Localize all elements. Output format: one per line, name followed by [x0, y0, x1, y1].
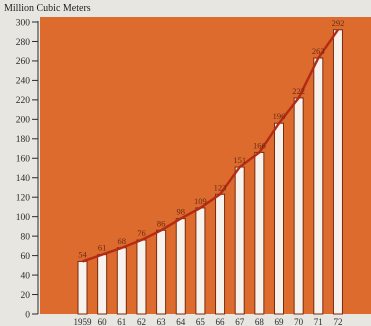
x-tick-label: 64	[176, 317, 186, 326]
data-label: 292	[332, 18, 345, 28]
bar	[332, 29, 343, 315]
bar	[175, 218, 186, 315]
data-label: 98	[177, 207, 186, 217]
data-label: 86	[157, 218, 166, 228]
bar	[136, 239, 147, 315]
bar	[254, 151, 265, 315]
bar	[215, 193, 226, 315]
bar	[116, 247, 127, 315]
y-tick-label: 200	[16, 116, 31, 126]
bar	[195, 207, 206, 315]
bar	[313, 57, 324, 315]
bar	[274, 122, 284, 315]
data-label: 123	[214, 182, 227, 192]
x-axis-labels: 1959 60 61 62 63 64 65 66 67 68 69 70 71 72	[74, 317, 343, 326]
y-tick-label: 260	[16, 57, 31, 67]
y-axis-ticks: 0 20 40 60 80 100 120 140 160 180 200 220 240 260 280 3…	[16, 18, 38, 320]
y-tick-label: 0	[25, 310, 30, 320]
x-tick-label: 65	[196, 317, 206, 326]
trend-line	[82, 29, 339, 263]
bar	[156, 229, 167, 315]
data-label: 76	[137, 228, 146, 238]
x-tick-label: 70	[294, 317, 304, 326]
data-labels: 54 61 68 76 86 98 109 123 151 166 196 222 263 292	[78, 18, 344, 260]
bar	[97, 254, 108, 315]
y-tick-label: 180	[16, 135, 31, 145]
y-tick-label: 140	[16, 174, 31, 184]
bar	[234, 166, 245, 315]
x-tick-label: 61	[117, 317, 126, 326]
data-label: 61	[98, 243, 107, 253]
y-tick-label: 60	[21, 252, 31, 262]
y-tick-label: 80	[21, 232, 31, 242]
data-label: 151	[233, 155, 246, 165]
x-tick-label: 71	[314, 317, 323, 326]
y-tick-label: 280	[16, 38, 31, 48]
y-tick-label: 120	[16, 194, 31, 204]
data-label: 166	[253, 140, 266, 150]
x-tick-label: 60	[98, 317, 108, 326]
y-tick-label: 20	[21, 291, 31, 301]
bar	[293, 97, 304, 315]
data-label: 68	[118, 236, 127, 246]
x-tick-label: 62	[137, 317, 146, 326]
data-label: 196	[273, 111, 286, 121]
y-tick-label: 220	[16, 96, 31, 106]
y-tick-label: 100	[16, 213, 31, 223]
y-tick-label: 240	[16, 77, 31, 87]
x-tick-label: 1959	[74, 317, 93, 326]
x-tick-label: 69	[275, 317, 285, 326]
data-label: 54	[78, 249, 87, 259]
x-tick-label: 66	[216, 317, 226, 326]
chart-title: Million Cubic Meters	[4, 3, 91, 14]
x-tick-label: 68	[255, 317, 265, 326]
y-tick-label: 40	[21, 271, 31, 281]
y-tick-label: 160	[16, 155, 31, 165]
data-label: 222	[292, 86, 305, 96]
bar	[77, 260, 88, 315]
data-label: 263	[312, 46, 325, 56]
x-tick-label: 67	[235, 317, 245, 326]
x-tick-label: 72	[333, 317, 342, 326]
x-tick-label: 63	[157, 317, 167, 326]
data-label: 109	[194, 196, 207, 206]
y-tick-label: 300	[16, 18, 31, 28]
